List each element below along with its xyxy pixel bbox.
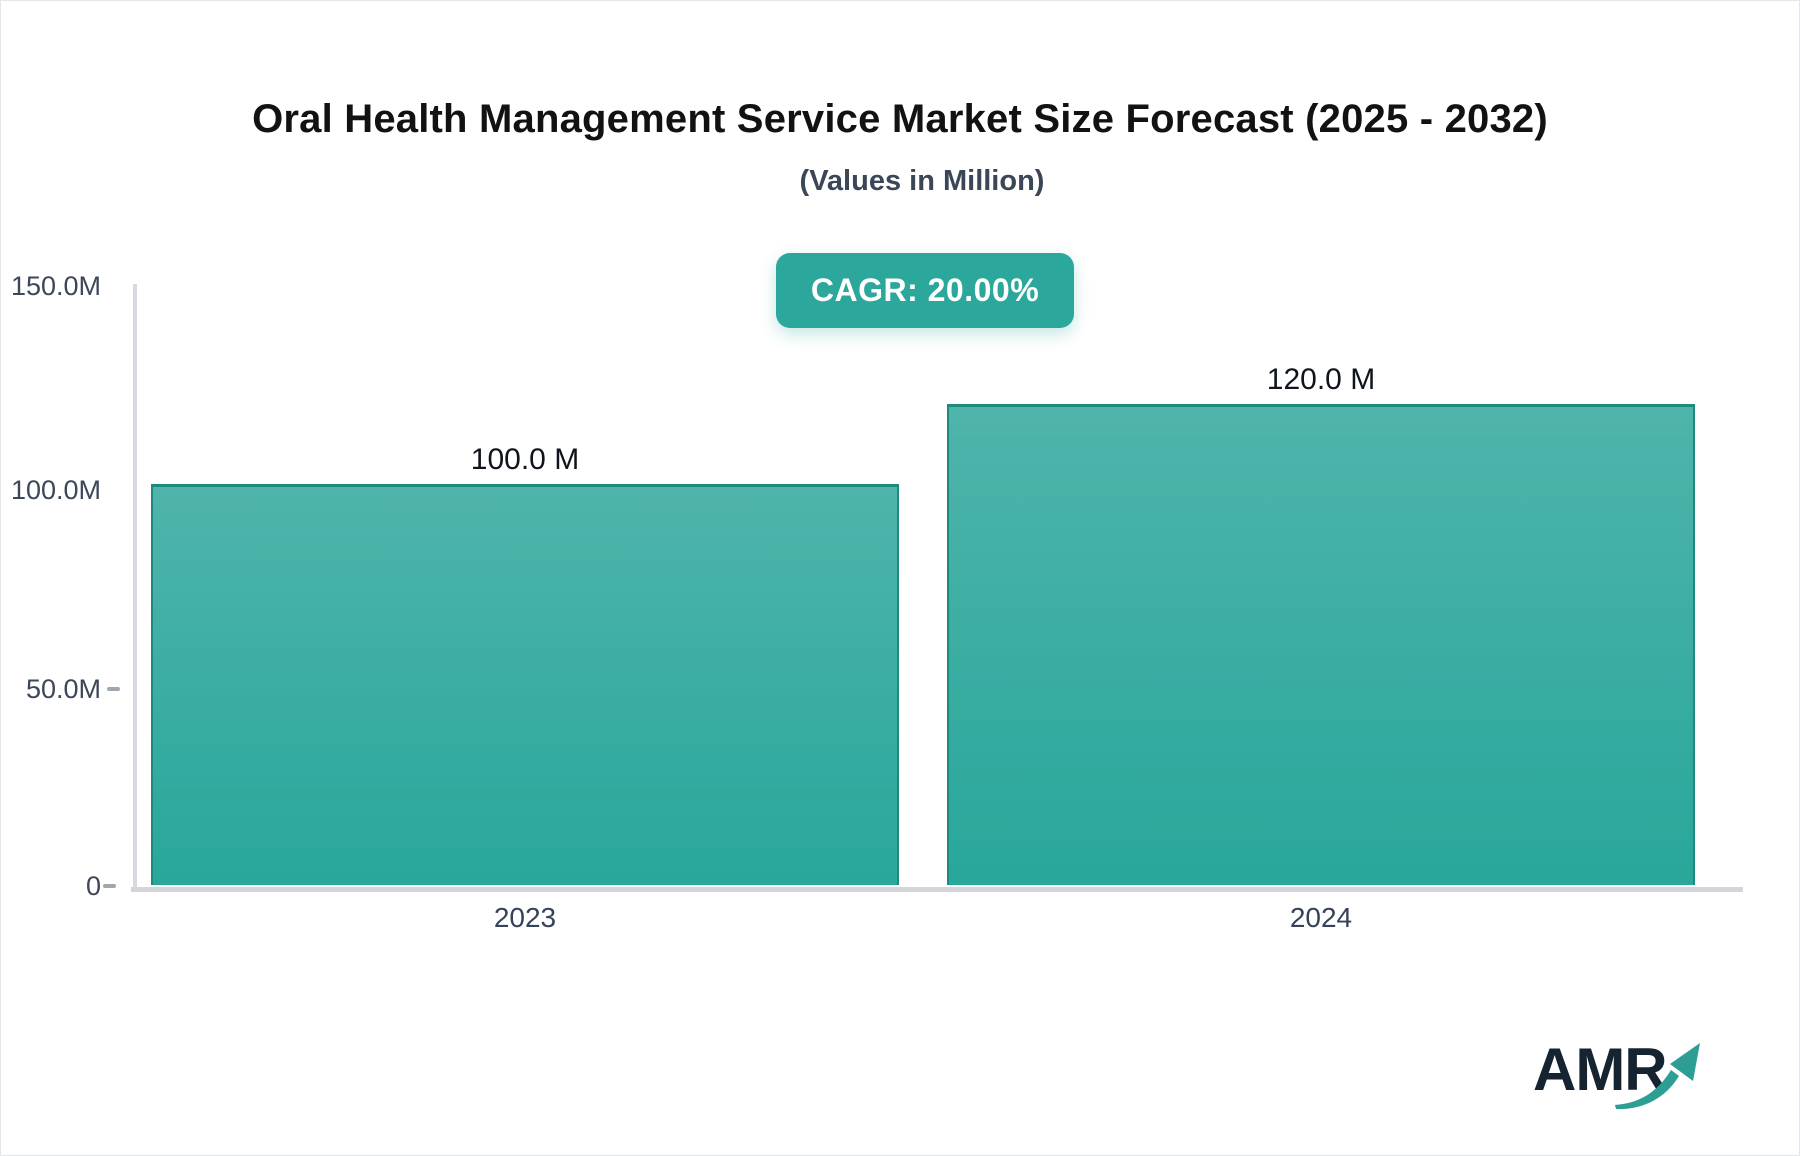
bar-2024[interactable] <box>947 404 1695 885</box>
ytick-dash-0 <box>103 884 116 888</box>
growth-arrow-icon <box>1615 1043 1700 1110</box>
amr-logo: AMR <box>1533 1035 1703 1115</box>
ytick-label-0: 0 <box>85 871 101 901</box>
ytick-label-100: 100.0M <box>10 475 101 505</box>
bar-2023[interactable] <box>151 484 899 885</box>
ytick-label-150: 150.0M <box>10 271 101 301</box>
ytick-label-50: 50.0M <box>25 674 101 704</box>
cagr-badge: CAGR: 20.00% <box>776 253 1074 328</box>
xtick-label-2024: 2024 <box>1289 902 1353 933</box>
bar-value-label-2023: 100.0 M <box>470 443 580 477</box>
bar-group-2024: 120.0 M <box>947 363 1695 885</box>
chart-subtitle: (Values in Million) <box>799 165 1045 197</box>
y-axis-line <box>133 284 137 891</box>
xtick-label-2023: 2023 <box>493 902 557 933</box>
amr-logo-text: AMR <box>1533 1036 1668 1103</box>
ytick-dash-50 <box>107 687 120 691</box>
bar-group-2023: 100.0 M <box>151 443 899 885</box>
bar-value-label-2024: 120.0 M <box>1266 363 1376 397</box>
chart-title: Oral Health Management Service Market Si… <box>252 97 1548 141</box>
x-axis-line <box>131 887 1743 892</box>
